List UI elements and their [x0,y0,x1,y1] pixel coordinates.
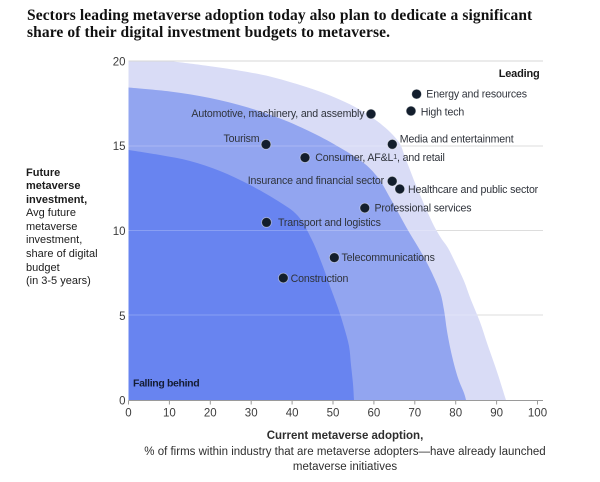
svg-text:Healthcare and public sector: Healthcare and public sector [408,184,539,196]
svg-text:Energy and resources: Energy and resources [426,88,527,100]
svg-text:Professional services: Professional services [375,203,472,215]
svg-text:60: 60 [368,408,381,420]
svg-text:Construction: Construction [291,273,349,285]
svg-text:10: 10 [113,226,126,238]
svg-text:0: 0 [119,396,125,408]
svg-text:Transport and logistics: Transport and logistics [278,217,381,229]
svg-text:5: 5 [119,311,125,323]
svg-text:50: 50 [327,408,340,420]
svg-text:20: 20 [204,408,217,420]
svg-text:Insurance and financial sector: Insurance and financial sector [248,175,385,187]
svg-text:High tech: High tech [421,106,465,118]
svg-text:80: 80 [449,408,462,420]
svg-text:10: 10 [163,408,176,420]
svg-text:Automotive, machinery, and ass: Automotive, machinery, and assembly [191,108,365,120]
svg-text:90: 90 [490,408,503,420]
svg-text:0: 0 [125,408,131,420]
svg-text:20: 20 [113,57,126,69]
svg-text:100: 100 [528,408,547,420]
svg-text:Falling behind: Falling behind [133,378,199,390]
svg-text:Consumer, AF&L1, and retail: Consumer, AF&L1, and retail [315,152,444,164]
svg-text:Tourism: Tourism [223,133,259,145]
svg-text:15: 15 [113,141,126,153]
svg-text:70: 70 [408,408,421,420]
svg-text:Telecommunications: Telecommunications [342,252,435,264]
svg-text:30: 30 [245,408,258,420]
svg-text:Leading: Leading [499,68,540,80]
svg-text:40: 40 [286,408,299,420]
svg-text:Media and entertainment: Media and entertainment [400,133,514,145]
